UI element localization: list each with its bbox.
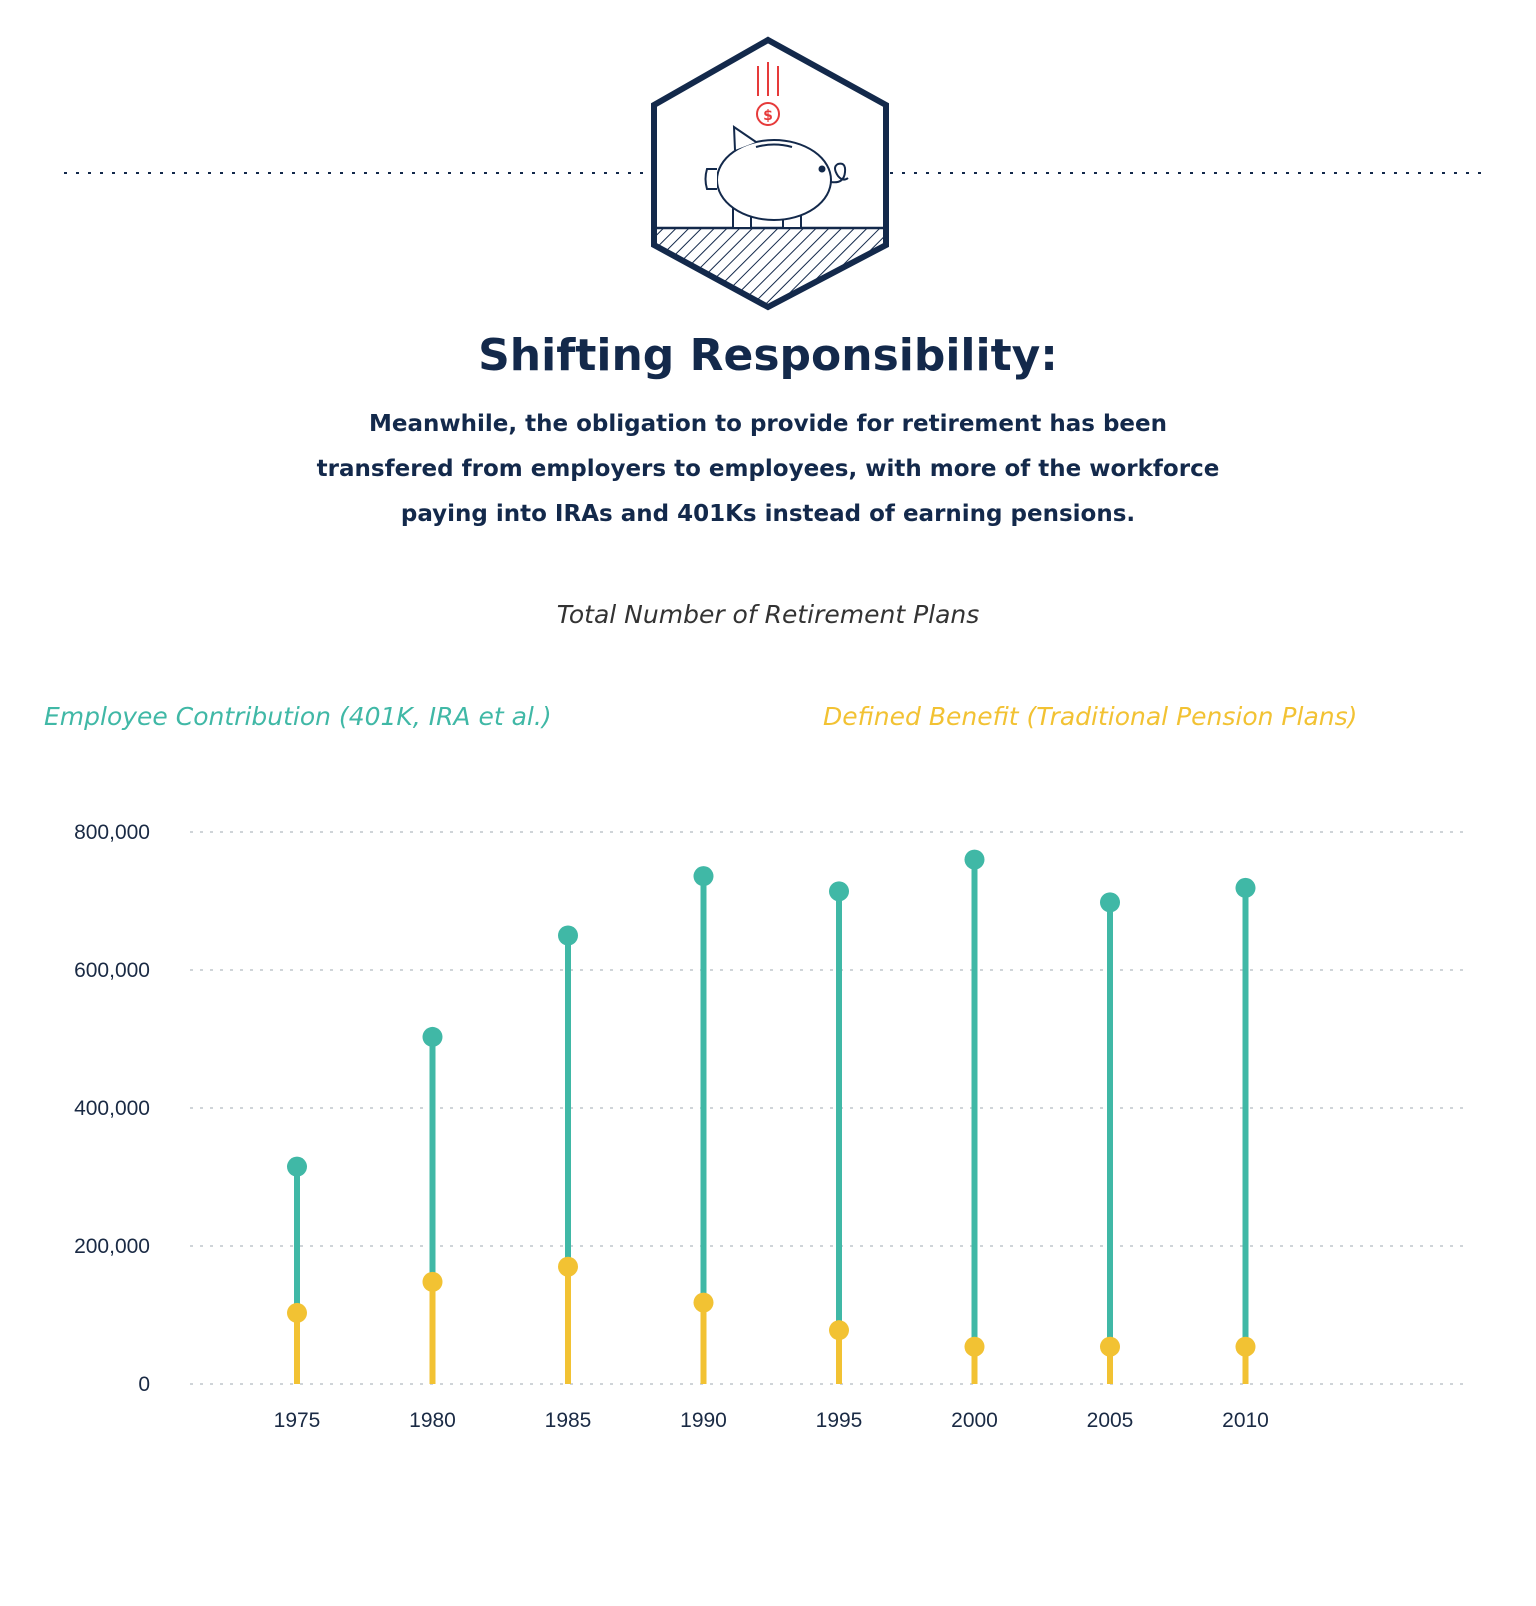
x-tick-label: 1980: [409, 1409, 456, 1432]
x-tick-label: 1985: [545, 1409, 592, 1432]
employee-contribution-point: [964, 849, 985, 870]
x-tick-label: 1995: [816, 1409, 863, 1432]
defined-benefit-point: [964, 1336, 985, 1357]
x-tick-label: 1990: [680, 1409, 727, 1432]
employee-contribution-point: [1100, 892, 1120, 913]
y-tick-label: 200,000: [74, 1235, 150, 1258]
header-graphic: $: [64, 36, 1484, 311]
legend-defined-benefit: Defined Benefit (Traditional Pension Pla…: [823, 702, 1358, 731]
defined-benefit-point: [558, 1256, 578, 1277]
x-tick-label: 2010: [1222, 1409, 1269, 1432]
y-tick-label: 800,000: [74, 821, 150, 844]
y-tick-label: 0: [138, 1373, 150, 1396]
defined-benefit-point: [1235, 1336, 1256, 1357]
legend-employee-contribution: Employee Contribution (401K, IRA et al.): [44, 702, 552, 731]
employee-contribution-point: [829, 881, 849, 902]
defined-benefit-point: [829, 1320, 849, 1341]
employee-contribution-point: [1235, 877, 1256, 898]
subtitle-line: Meanwhile, the obligation to provide for…: [368, 411, 1167, 437]
defined-benefit-point: [287, 1302, 307, 1323]
chart-title: Total Number of Retirement Plans: [556, 600, 980, 629]
employee-contribution-point: [693, 866, 714, 887]
x-tick-label: 2000: [951, 1409, 998, 1432]
y-tick-label: 400,000: [74, 1097, 150, 1120]
subtitle-line: transfered from employers to employees, …: [316, 456, 1220, 482]
x-tick-label: 2005: [1087, 1409, 1134, 1432]
lollipop-chart: 0 200,000 400,000 600,000 800,000 1975 1980 198…: [74, 821, 1470, 1432]
subtitle-line: paying into IRAs and 401Ks instead of ea…: [400, 501, 1136, 527]
defined-benefit-point: [693, 1292, 714, 1313]
employee-contribution-point: [422, 1026, 443, 1047]
page-title: Shifting Responsibility:: [478, 330, 1058, 381]
defined-benefit-point: [1100, 1336, 1120, 1357]
y-tick-label: 600,000: [74, 959, 150, 982]
piggy-bank-icon: $: [651, 36, 889, 311]
employee-contribution-point: [287, 1156, 307, 1177]
svg-text:$: $: [763, 108, 773, 124]
employee-contribution-point: [558, 925, 578, 946]
page-subtitle: Meanwhile, the obligation to provide for…: [268, 402, 1268, 537]
defined-benefit-point: [422, 1271, 443, 1292]
x-tick-label: 1975: [274, 1409, 321, 1432]
